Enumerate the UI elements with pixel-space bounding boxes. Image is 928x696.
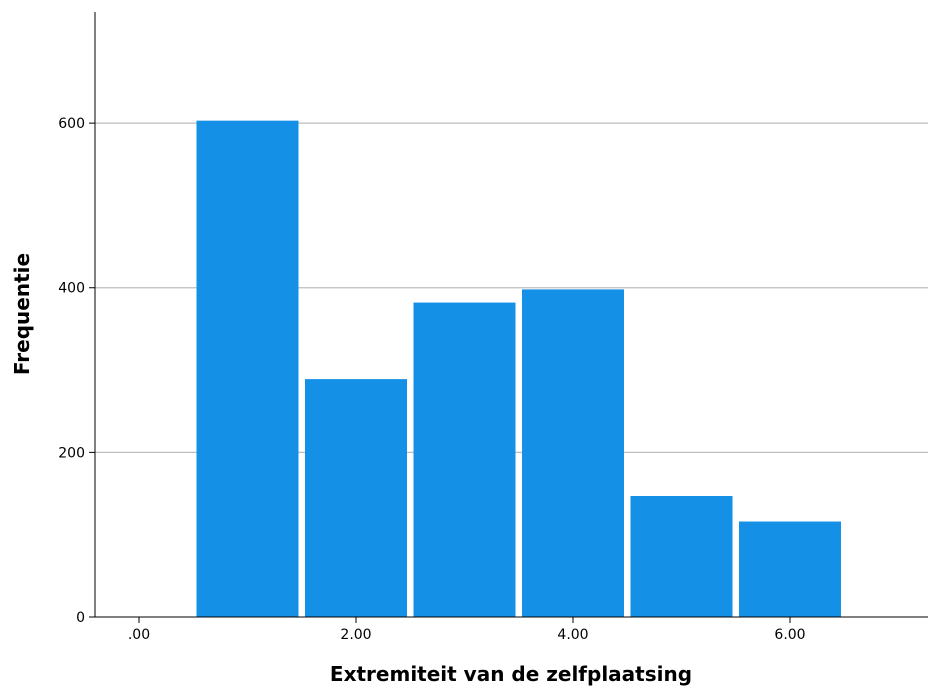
bar-4 — [522, 289, 624, 617]
y-tick-label-200: 200 — [58, 445, 85, 461]
bar-2 — [305, 379, 407, 617]
y-tick-label-400: 400 — [58, 281, 85, 297]
y-axis-title: Frequentie — [10, 253, 34, 375]
y-tick-label-0: 0 — [76, 610, 85, 626]
x-tick-label-3: 6.00 — [774, 627, 805, 643]
x-tick-label-1: 2.00 — [340, 627, 371, 643]
bar-1 — [196, 120, 299, 617]
x-axis-title: Extremiteit van de zelfplaatsing — [330, 662, 692, 686]
axes — [94, 12, 928, 618]
bar-6 — [739, 521, 841, 617]
y-tick-label-600: 600 — [58, 116, 85, 132]
tick-labels: 0 200 400 600 .00 2.00 4.00 6.00 — [58, 116, 805, 643]
bars — [196, 120, 841, 617]
bar-3 — [413, 302, 516, 617]
x-tick-label-2: 4.00 — [557, 627, 588, 643]
x-tick-label-0: .00 — [128, 627, 150, 643]
bar-5 — [630, 496, 733, 617]
